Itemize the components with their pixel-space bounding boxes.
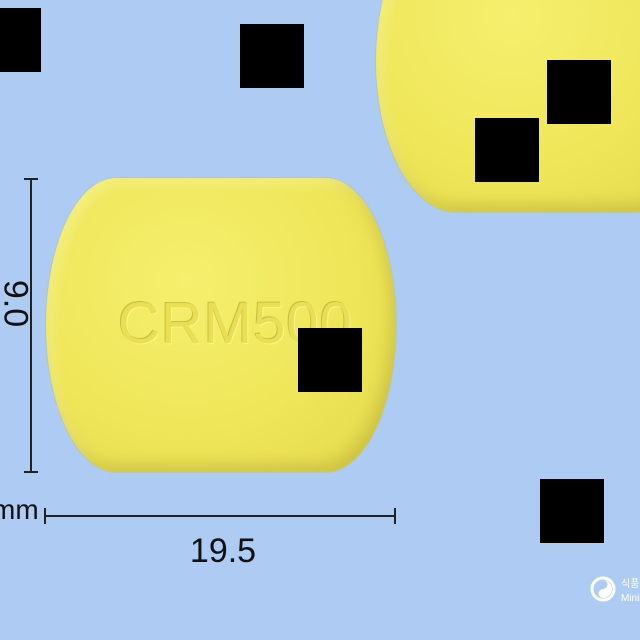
redaction-box bbox=[475, 118, 539, 182]
unit-label: mm bbox=[0, 494, 39, 525]
width-dimension-tick-right bbox=[394, 508, 396, 524]
redaction-box bbox=[547, 60, 611, 124]
height-dimension-tick-top bbox=[24, 178, 38, 180]
ministry-logo-icon bbox=[590, 576, 616, 602]
height-dimension-tick-bottom bbox=[24, 471, 38, 473]
redaction-box bbox=[540, 479, 604, 543]
watermark-line-1: 식품 bbox=[621, 579, 640, 590]
redaction-box bbox=[0, 8, 41, 72]
width-dimension-line bbox=[44, 515, 396, 517]
redaction-box bbox=[240, 24, 304, 88]
height-label: 9.0 bbox=[0, 279, 35, 328]
main-tablet: CRM500 bbox=[46, 178, 396, 472]
height-dimension-line bbox=[30, 178, 32, 472]
width-dimension-tick-left bbox=[44, 508, 46, 524]
width-label: 19.5 bbox=[189, 532, 257, 570]
watermark-line-2: Minis bbox=[621, 593, 640, 604]
redaction-box bbox=[298, 328, 362, 392]
